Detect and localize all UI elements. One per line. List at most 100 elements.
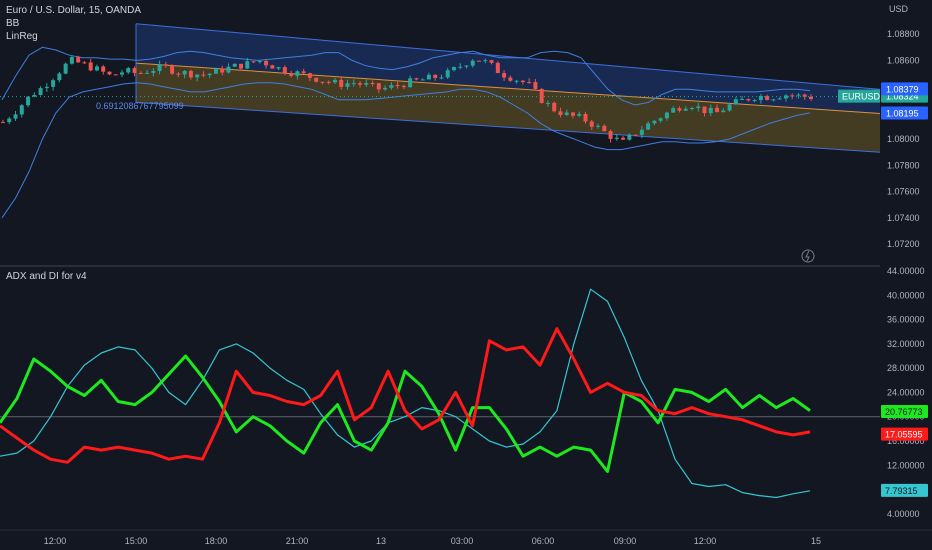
adx-badge-bg <box>881 427 928 441</box>
candle-body <box>671 108 676 113</box>
adx-badge-bg <box>881 483 928 497</box>
time-tick-label: 21:00 <box>286 536 309 546</box>
time-tick-label: 12:00 <box>694 536 717 546</box>
candle-body <box>213 68 218 74</box>
price-badge-value: 1.08324 <box>886 92 919 102</box>
candle-body <box>558 111 563 116</box>
candle-body <box>358 83 363 85</box>
candle-body <box>809 96 813 100</box>
candle-body <box>758 95 763 101</box>
candle-body <box>107 71 112 75</box>
lightning-icon[interactable] <box>801 249 815 263</box>
candle-body <box>339 79 344 87</box>
candle-body <box>63 63 68 74</box>
linreg-lower-fill <box>136 63 880 153</box>
candle-body <box>120 72 125 75</box>
candle-body <box>677 108 682 111</box>
candle-body <box>602 125 607 132</box>
candle-body <box>727 104 732 111</box>
candle-body <box>683 108 688 111</box>
candle-body <box>433 74 438 78</box>
candle-body <box>101 66 106 72</box>
candle-body <box>145 72 150 74</box>
candle-body <box>151 71 156 73</box>
indicator-bb-label[interactable]: BB <box>6 18 20 29</box>
candle-body <box>289 73 294 76</box>
adx-tick-label: 4.00000 <box>887 509 920 519</box>
bollinger-lower-line <box>1 82 811 219</box>
price-badge-value: 1.08195 <box>886 109 919 119</box>
candle-body <box>439 77 444 79</box>
candle-body <box>295 71 300 76</box>
legend-block: Euro / U.S. Dollar, 15, OANDA BB LinReg <box>6 4 141 43</box>
candle-body <box>182 71 187 75</box>
candle-body <box>495 62 500 74</box>
linreg-lower-line <box>135 101 881 153</box>
candle-body <box>790 95 795 97</box>
candle-body <box>195 74 200 78</box>
lower-pane-title[interactable]: ADX and DI for v4 <box>6 271 87 282</box>
adx-tick-label: 12.00000 <box>887 460 925 470</box>
adx-line <box>0 288 811 499</box>
candle-body <box>746 98 751 101</box>
time-tick-label: 09:00 <box>614 536 637 546</box>
candle-body <box>771 99 776 101</box>
candle-body <box>282 67 287 74</box>
candle-body <box>633 134 638 136</box>
candle-body <box>32 94 37 97</box>
candle-body <box>38 88 43 95</box>
candle-body <box>126 68 131 73</box>
candle-body <box>188 71 193 78</box>
time-tick-label: 15 <box>811 536 821 546</box>
candle-body <box>26 96 31 106</box>
linreg-upper-line <box>135 23 881 90</box>
candle-body <box>364 83 369 85</box>
candle-body <box>376 83 381 90</box>
candle-body <box>589 121 594 127</box>
symbol-badge-bg <box>838 89 880 103</box>
candle-body <box>596 125 601 127</box>
adx-tick-label: 16.00000 <box>887 436 925 446</box>
adx-tick-label: 24.00000 <box>887 387 925 397</box>
candle-body <box>19 105 24 115</box>
candle-body <box>639 129 644 135</box>
candle-body <box>608 131 613 139</box>
candle-body <box>314 77 319 82</box>
candle-body <box>483 60 488 62</box>
lightning-icon <box>805 250 810 262</box>
price-tick-label: 1.08000 <box>887 134 920 144</box>
pane-separator <box>0 265 932 267</box>
candle-body <box>533 82 538 89</box>
currency-label: USD <box>889 4 909 14</box>
candle-body <box>13 114 18 119</box>
candle-body <box>264 60 269 66</box>
candle-body <box>552 102 557 112</box>
candle-body <box>783 95 788 99</box>
candle-body <box>570 112 575 116</box>
adx-tick-label: 28.00000 <box>887 363 925 373</box>
candle-body <box>577 113 582 116</box>
adx-tick-label: 32.00000 <box>887 339 925 349</box>
indicator-linreg-label[interactable]: LinReg <box>6 31 38 42</box>
price-tick-label: 1.07200 <box>887 239 920 249</box>
candle-body <box>458 66 463 68</box>
candle-body <box>88 62 93 71</box>
linreg-upper-fill <box>136 23 880 114</box>
candle-body <box>239 63 244 69</box>
time-tick-label: 15:00 <box>125 536 148 546</box>
price-tick-label: 1.07800 <box>887 160 920 170</box>
candle-body <box>94 66 99 71</box>
candle-body <box>689 108 694 110</box>
candle-body <box>802 94 807 97</box>
candle-body <box>796 94 801 96</box>
di-minus-line <box>0 327 811 464</box>
price-tick-label: 1.07400 <box>887 213 920 223</box>
candle-body <box>514 80 519 82</box>
candle-body <box>176 73 181 75</box>
symbol-badge-label: EURUSD <box>842 92 881 102</box>
candle-body <box>383 87 388 90</box>
candle-body <box>307 73 312 78</box>
candle-body <box>1 122 5 124</box>
candle-body <box>138 72 143 74</box>
